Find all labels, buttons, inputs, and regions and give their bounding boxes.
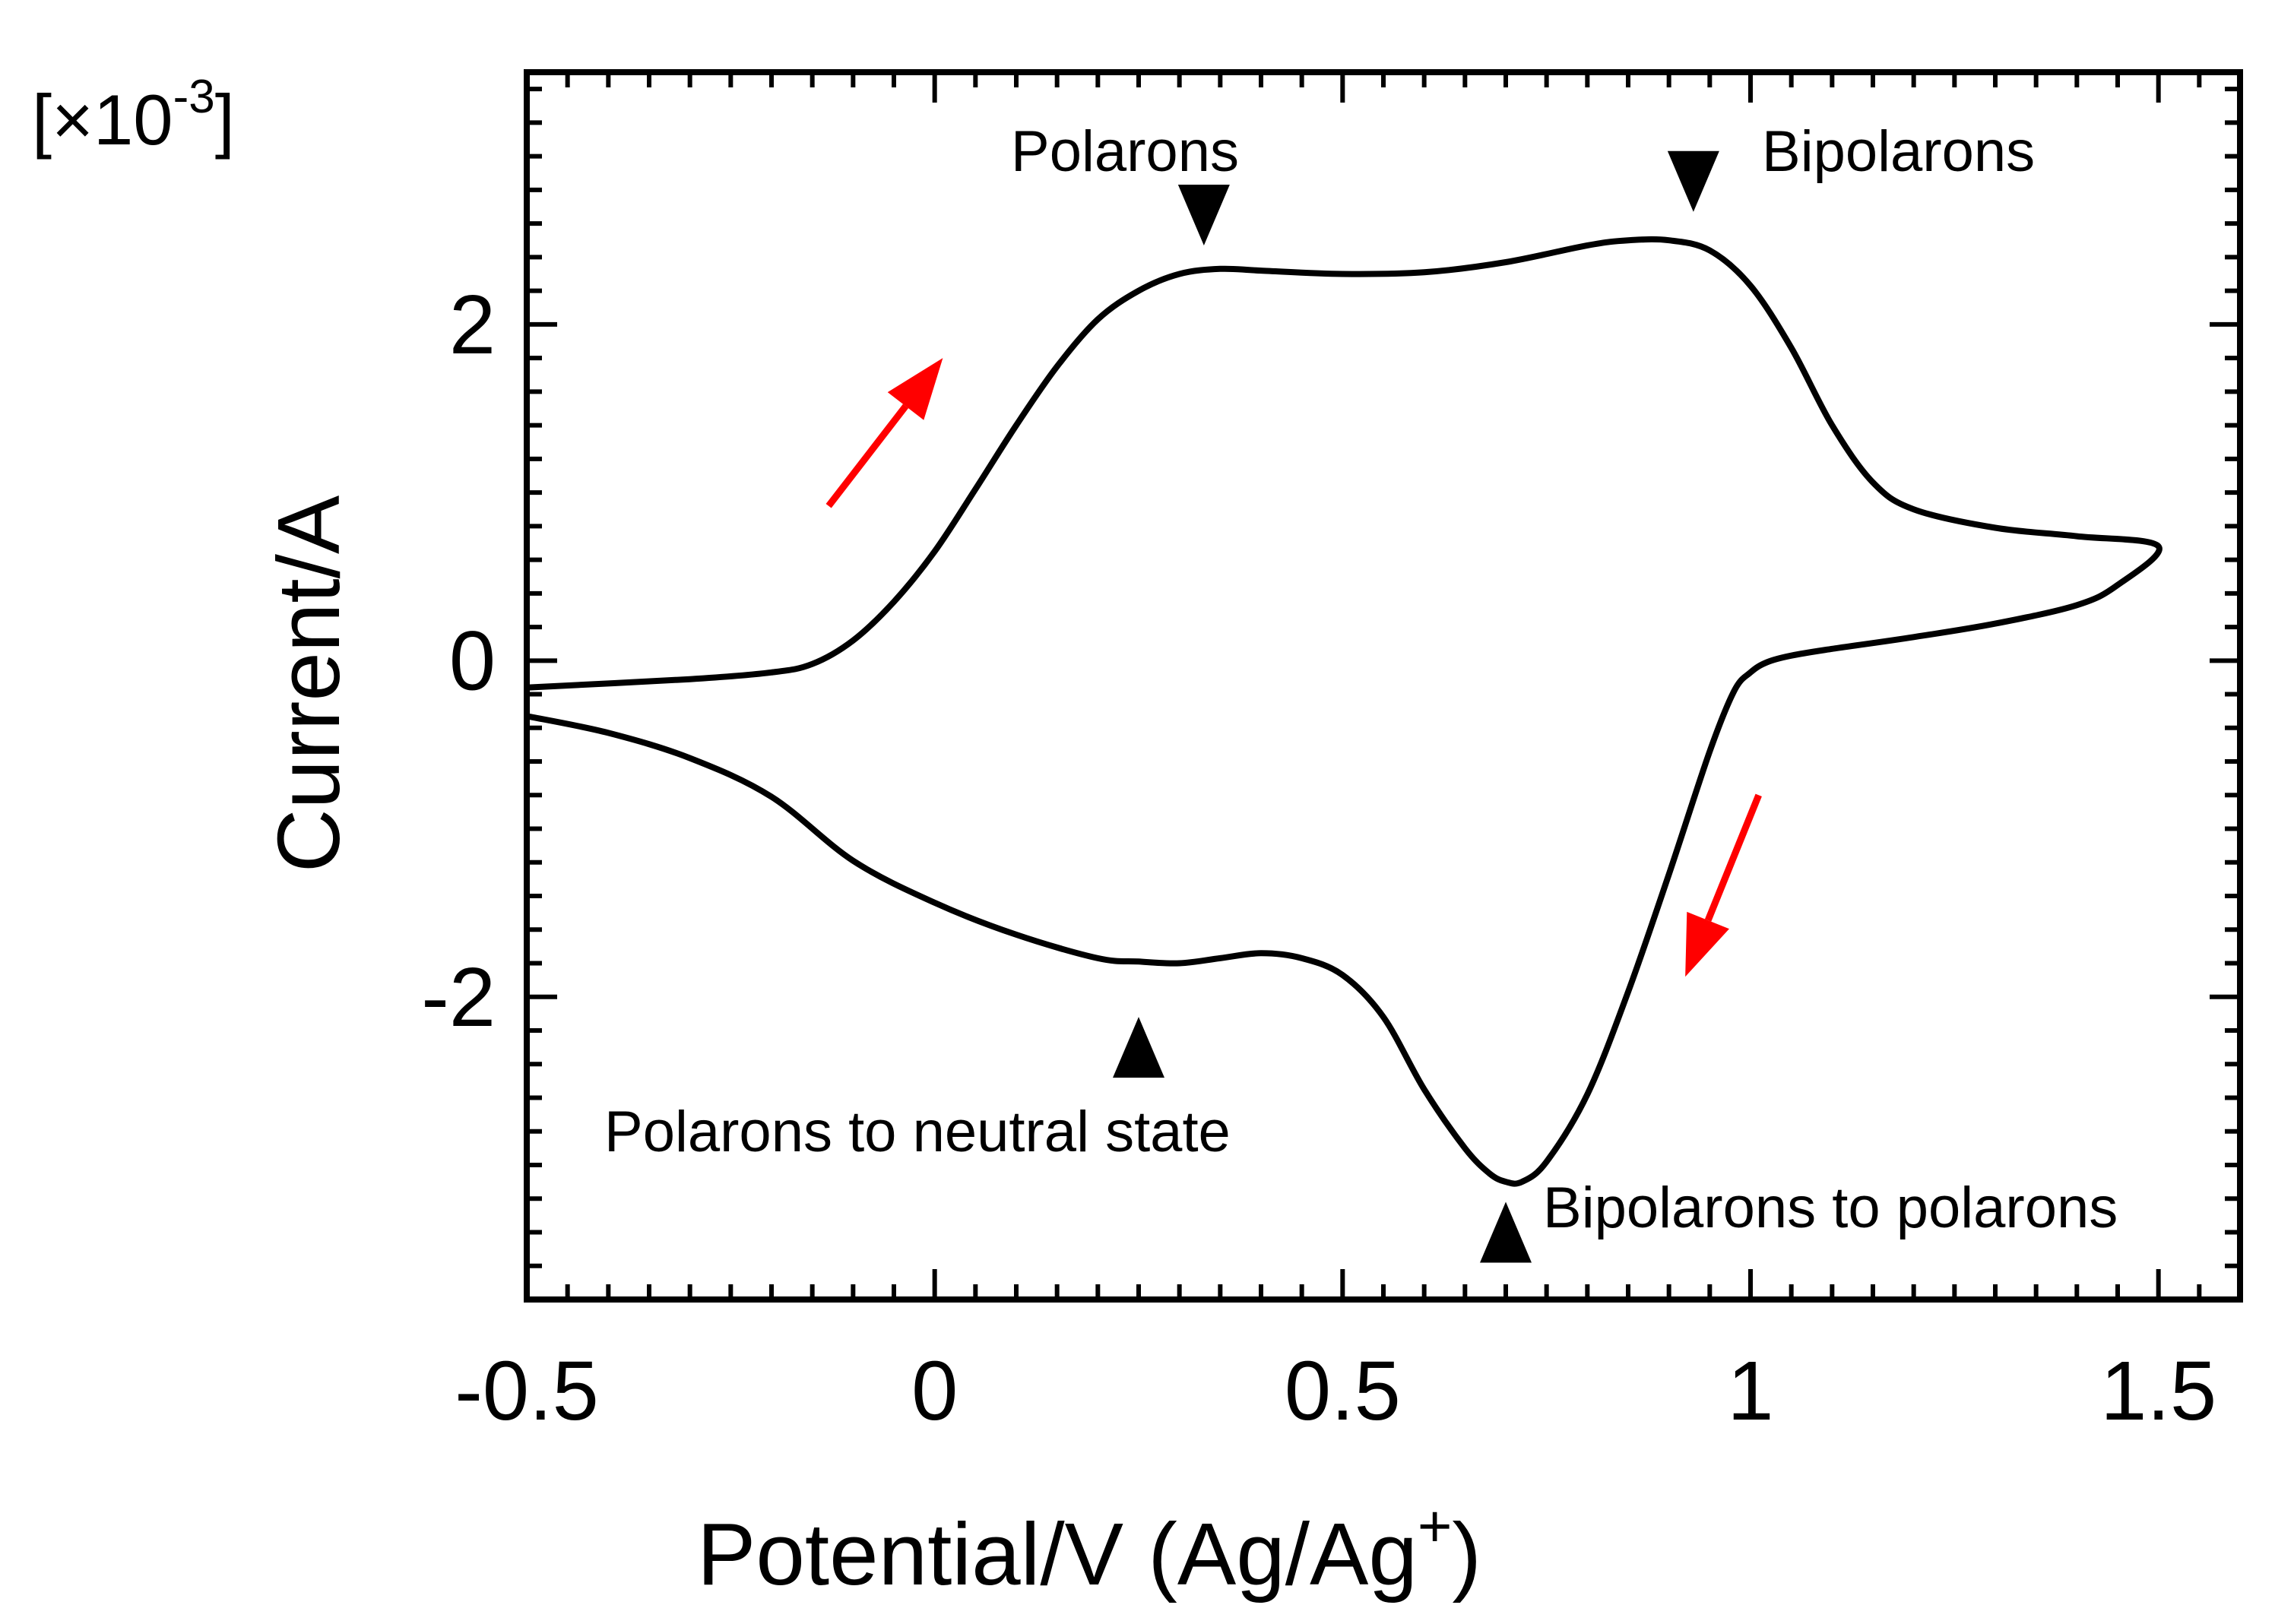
annotation-label: Bipolarons — [1762, 119, 2035, 184]
x-tick-label: 1.5 — [2100, 1344, 2216, 1438]
series-layer — [526, 236, 2163, 1187]
tick-labels: -0.5 0 0.5 1 1.5 -2 0 2 — [421, 278, 2216, 1438]
annotation-label: Polarons — [1011, 119, 1239, 184]
peak-marker — [1177, 185, 1230, 246]
x-axis-title-main: Potential/V (Ag/Ag — [697, 1505, 1418, 1603]
annotation-label: Polarons to neutral state — [604, 1100, 1231, 1164]
annotation-label: Bipolarons to polarons — [1543, 1176, 2118, 1240]
x-tick-label: -0.5 — [455, 1344, 599, 1438]
y-tick-label: 2 — [449, 278, 496, 372]
peak-annotations: Polarons Bipolarons Polarons to neutral st… — [604, 119, 2118, 1263]
y-tick-label: 0 — [449, 614, 496, 708]
y-multiplier-open: [×10 — [32, 80, 173, 160]
x-tick-label: 0.5 — [1285, 1344, 1401, 1438]
x-axis-title-sup: + — [1418, 1493, 1453, 1559]
forward-scan-arrow-shaft — [825, 404, 909, 508]
x-tick-label: 1 — [1727, 1344, 1773, 1438]
y-multiplier-label: [×10-3] — [32, 71, 235, 160]
y-axis-title: Current/A — [259, 495, 358, 872]
reverse-scan-arrow-shaft — [1704, 793, 1762, 922]
y-multiplier-exponent: -3 — [173, 71, 215, 123]
forward-scan-arrow-head — [887, 358, 943, 420]
cv-curve — [526, 236, 2163, 1187]
x-axis-title: Potential/V (Ag/Ag+) — [697, 1493, 1481, 1603]
y-tick-label: -2 — [421, 951, 496, 1044]
y-multiplier-close: ] — [215, 80, 235, 160]
x-tick-label: 0 — [911, 1344, 958, 1438]
reverse-scan-arrow-head — [1685, 911, 1729, 977]
peak-marker — [1113, 1017, 1164, 1078]
peak-marker — [1480, 1201, 1532, 1263]
direction-arrows — [825, 358, 1762, 977]
peak-marker — [1667, 150, 1719, 212]
x-axis-title-close: ) — [1452, 1505, 1481, 1603]
plot-frame — [524, 69, 2243, 1303]
